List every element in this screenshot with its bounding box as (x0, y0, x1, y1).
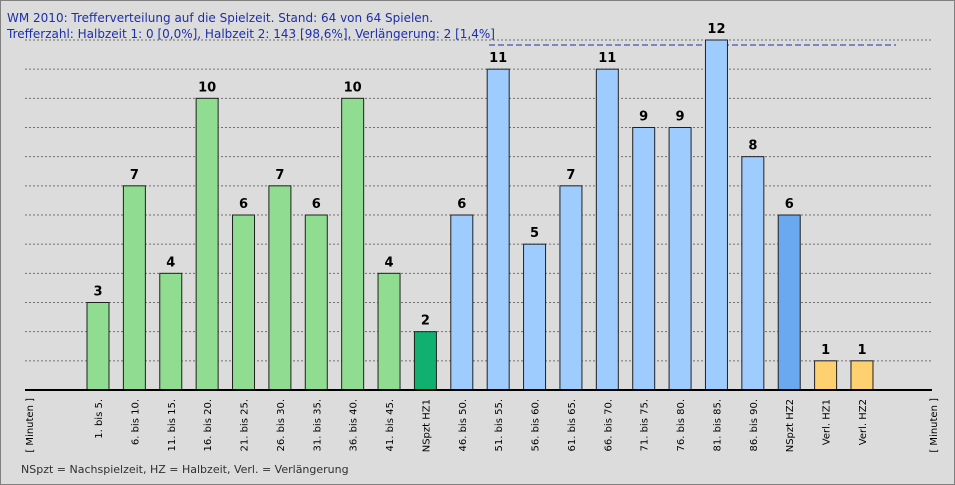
bar (341, 97, 365, 391)
chart-subtitle: Trefferzahl: Halbzeit 1: 0 [0,0%], Halbz… (7, 27, 495, 41)
footnote: NSpzt = Nachspielzeit, HZ = Halbzeit, Ve… (21, 463, 349, 476)
value-label: 9 (676, 110, 685, 125)
bar (632, 127, 656, 391)
bar (122, 185, 146, 391)
value-label: 4 (166, 255, 175, 270)
x-axis-label-left: [ Minuten ] (25, 398, 36, 453)
value-label: 10 (344, 80, 362, 95)
value-label: 11 (598, 51, 616, 66)
value-label: 6 (239, 197, 248, 212)
value-label: 3 (93, 285, 102, 300)
bar (523, 243, 547, 391)
tick-label: 1. bis 5. (94, 399, 105, 439)
value-label: 1 (857, 343, 866, 358)
tick-label: 36. bis 40. (349, 399, 360, 452)
bar (668, 127, 692, 391)
tick-label: 41. bis 45. (385, 399, 396, 452)
value-label: 12 (707, 22, 725, 37)
bar (741, 156, 765, 391)
bar (450, 214, 474, 391)
tick-label: 56. bis 60. (531, 399, 542, 452)
bar (413, 331, 437, 391)
bar (232, 214, 256, 391)
value-label: 10 (198, 80, 216, 95)
tick-label: 6. bis 10. (130, 399, 141, 445)
bar (814, 360, 838, 391)
tick-label: NSpzt HZ2 (785, 399, 796, 452)
bar (159, 272, 183, 391)
value-label: 6 (785, 197, 794, 212)
tick-label: 86. bis 90. (749, 399, 760, 452)
bar (559, 185, 583, 391)
x-axis-label-right: [ Minuten ] (929, 398, 940, 453)
tick-label: 11. bis 15. (167, 399, 178, 452)
tick-label: Verl. HZ1 (822, 399, 833, 445)
value-label: 7 (275, 168, 284, 183)
tick-label: 61. bis 65. (567, 399, 578, 452)
tick-label: 51. bis 55. (494, 399, 505, 452)
bar (850, 360, 874, 391)
tick-label: NSpzt HZ1 (421, 399, 432, 452)
value-label: 11 (489, 51, 507, 66)
bar (195, 97, 219, 391)
tick-label: 76. bis 80. (676, 399, 687, 452)
bar (486, 68, 510, 391)
bar (268, 185, 292, 391)
value-label: 8 (748, 139, 757, 154)
tick-label: 46. bis 50. (458, 399, 469, 452)
bar (377, 272, 401, 391)
chart-title: WM 2010: Trefferverteilung auf die Spiel… (7, 11, 434, 25)
tick-label: 71. bis 75. (640, 399, 651, 452)
value-label: 6 (312, 197, 321, 212)
tick-label: 16. bis 20. (203, 399, 214, 452)
value-label: 7 (130, 168, 139, 183)
value-label: 5 (530, 226, 539, 241)
value-label: 9 (639, 110, 648, 125)
value-label: 7 (566, 168, 575, 183)
bar (777, 214, 801, 391)
value-label: 2 (421, 314, 430, 329)
tick-label: 81. bis 85. (712, 399, 723, 452)
tick-label: 26. bis 30. (276, 399, 287, 452)
value-label: 1 (821, 343, 830, 358)
tick-label: 31. bis 35. (312, 399, 323, 452)
bar (304, 214, 328, 391)
tick-label: Verl. HZ2 (858, 399, 869, 445)
bar (86, 302, 110, 391)
bar (595, 68, 619, 391)
bar (704, 39, 728, 391)
value-label: 6 (457, 197, 466, 212)
tick-label: 21. bis 25. (240, 399, 251, 452)
tick-label: 66. bis 70. (603, 399, 614, 452)
value-label: 4 (385, 255, 394, 270)
